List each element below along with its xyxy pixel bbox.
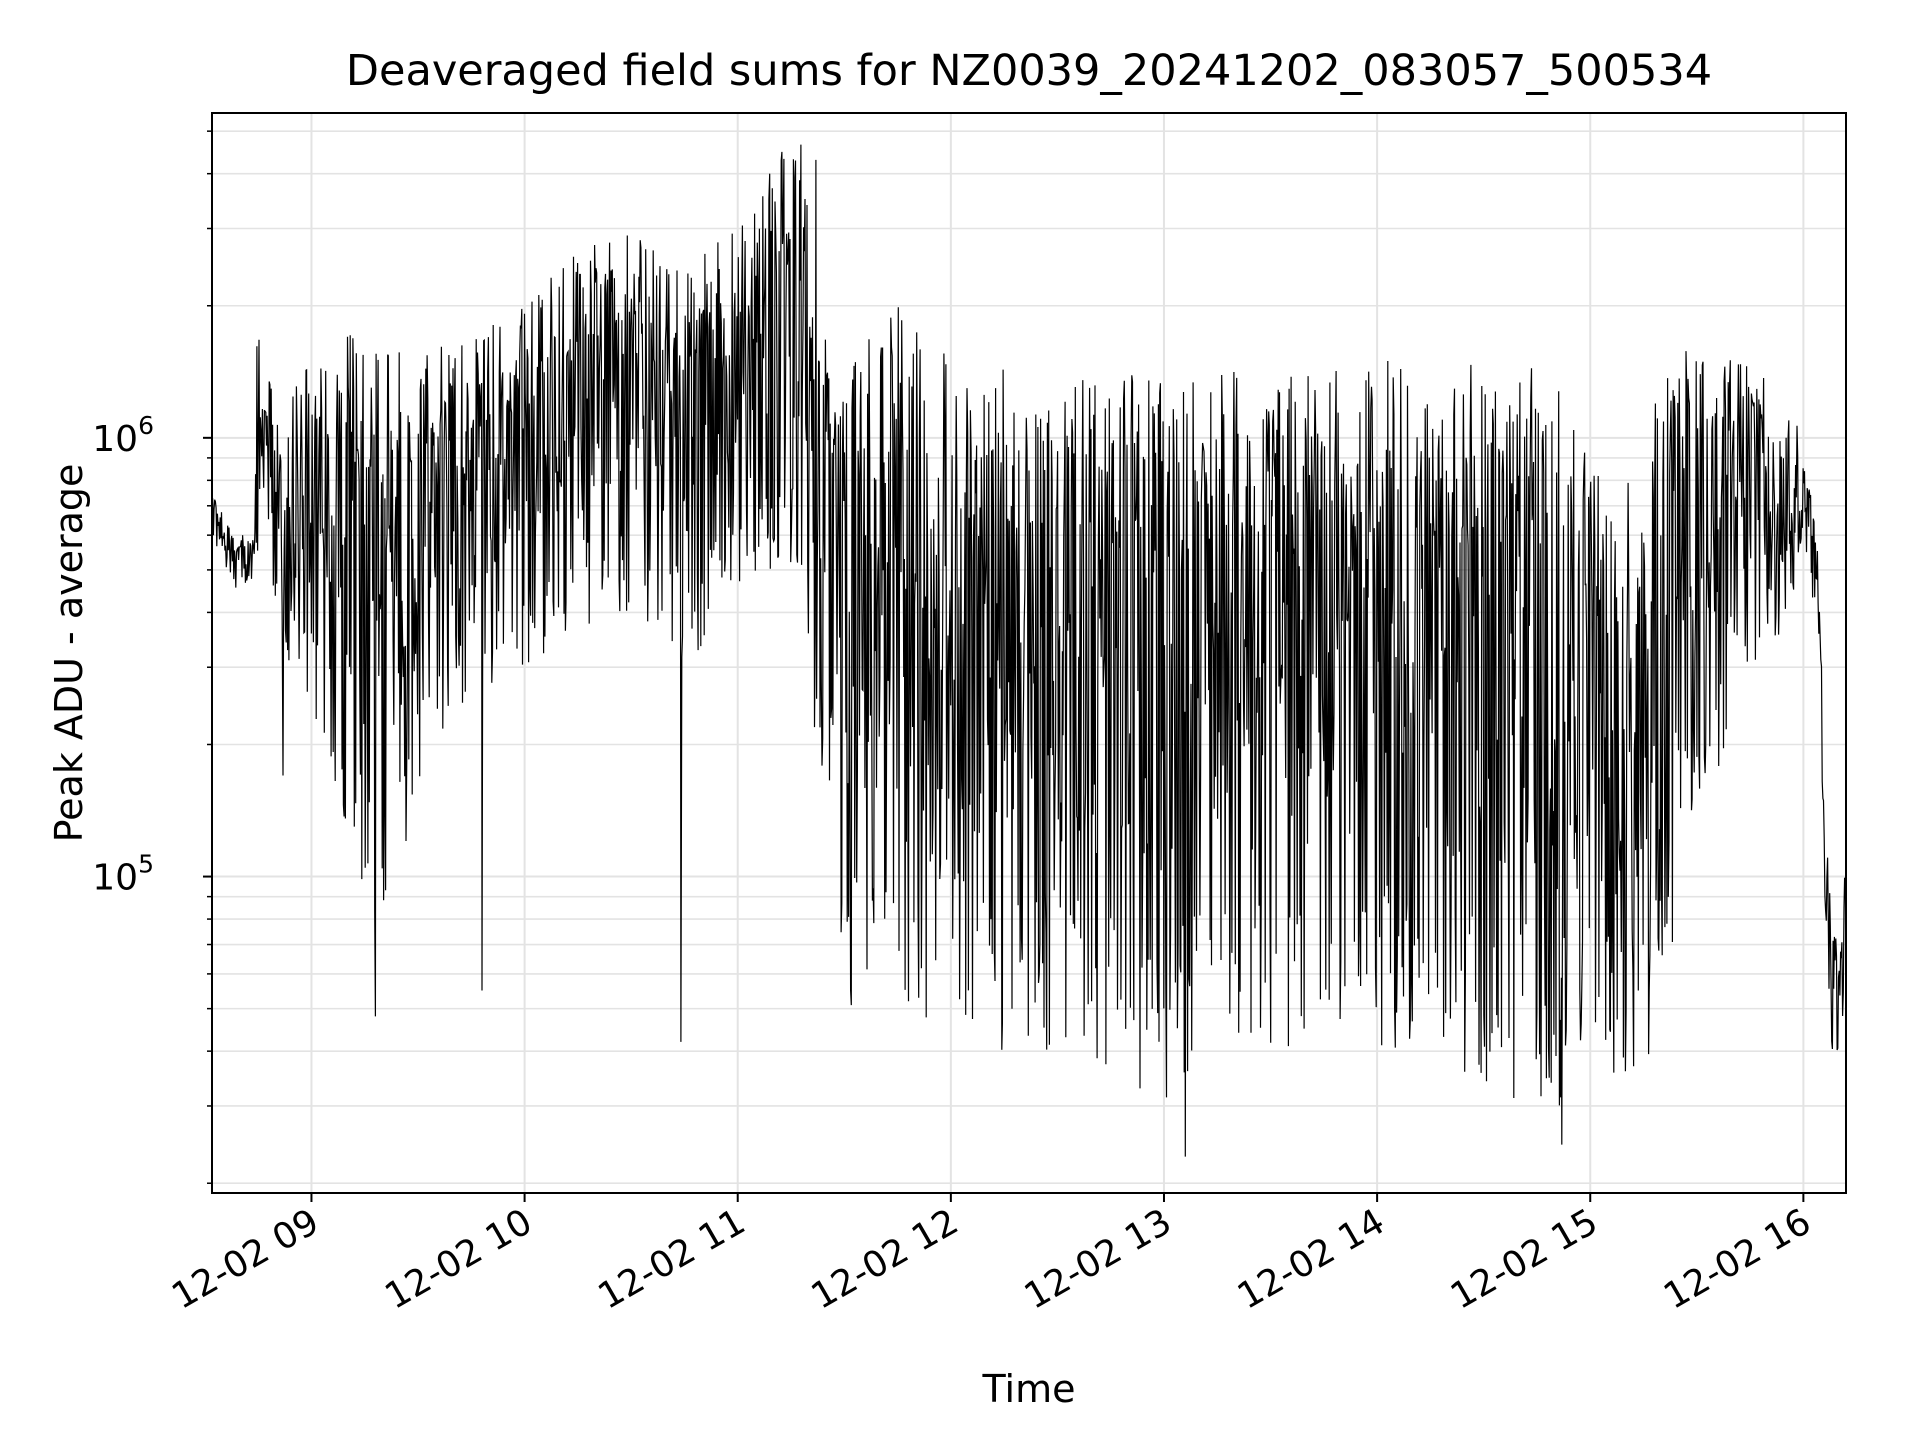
y-tick-label: 106 bbox=[92, 411, 154, 460]
y-tick-label: 105 bbox=[92, 850, 154, 899]
y-tick-exponent: 6 bbox=[138, 411, 154, 440]
ticks bbox=[203, 130, 1805, 1202]
y-tick-base: 10 bbox=[92, 858, 138, 899]
data-layer bbox=[212, 144, 1846, 1157]
chart-title: Deaveraged field sums for NZ0039_2024120… bbox=[346, 46, 1712, 96]
series-line bbox=[212, 144, 1846, 1157]
y-axis-label: Peak ADU - average bbox=[47, 464, 91, 843]
x-axis-label: Time bbox=[982, 1367, 1076, 1411]
y-tick-exponent: 5 bbox=[138, 850, 154, 879]
plot-frame bbox=[211, 112, 1847, 1194]
y-tick-base: 10 bbox=[92, 419, 138, 460]
